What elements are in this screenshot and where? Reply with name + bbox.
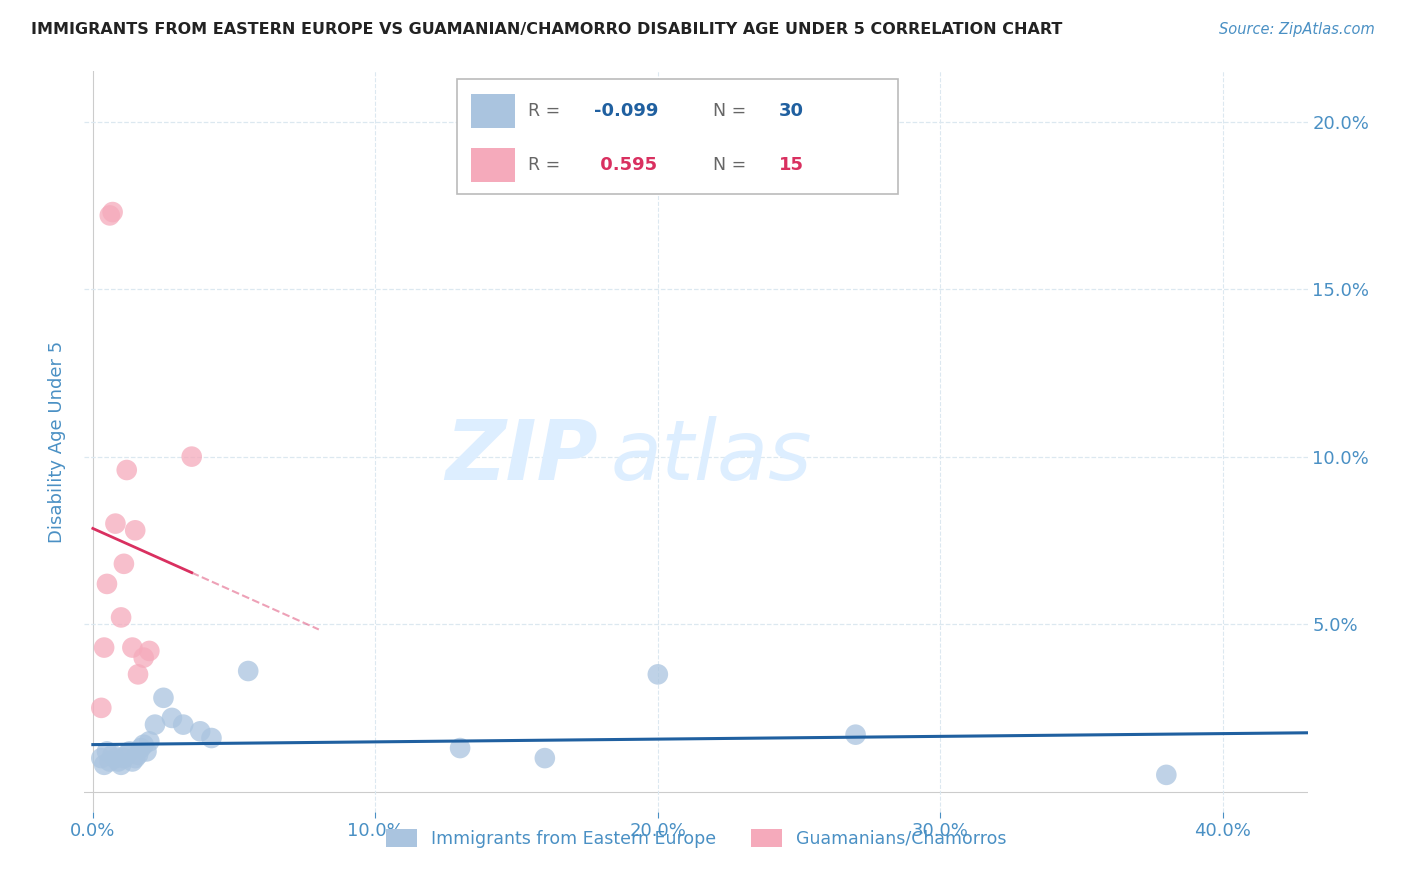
Point [93, 640, 115, 655]
Point [135, 744, 157, 758]
Point [112, 557, 135, 571]
Point [124, 751, 146, 765]
Point [104, 516, 127, 531]
Point [138, 734, 160, 748]
Point [188, 724, 211, 739]
Point [132, 650, 155, 665]
Point [110, 757, 132, 772]
Point [180, 450, 202, 464]
Point [124, 524, 146, 538]
Text: atlas: atlas [610, 416, 813, 497]
Point [160, 711, 183, 725]
Point [98, 755, 121, 769]
Point [132, 738, 155, 752]
Point [93, 757, 115, 772]
Point [152, 690, 174, 705]
Text: Source: ZipAtlas.com: Source: ZipAtlas.com [1219, 22, 1375, 37]
Text: ZIP: ZIP [446, 416, 598, 497]
Point [101, 747, 124, 762]
Point [107, 755, 129, 769]
Point [112, 751, 135, 765]
Point [121, 640, 143, 655]
Point [138, 644, 160, 658]
Point [101, 205, 124, 219]
Point [115, 747, 138, 762]
Legend: Immigrants from Eastern Europe, Guamanians/Chamorros: Immigrants from Eastern Europe, Guamania… [378, 822, 1014, 855]
Point [110, 610, 132, 624]
Point [118, 744, 141, 758]
Point [127, 747, 149, 762]
Point [129, 741, 152, 756]
Point [845, 728, 868, 742]
Text: IMMIGRANTS FROM EASTERN EUROPE VS GUAMANIAN/CHAMORRO DISABILITY AGE UNDER 5 CORR: IMMIGRANTS FROM EASTERN EUROPE VS GUAMAN… [31, 22, 1063, 37]
Point [200, 731, 222, 745]
Point [449, 741, 471, 756]
Point [172, 717, 194, 731]
Point [96, 744, 118, 758]
Point [96, 577, 118, 591]
Point [127, 667, 149, 681]
Y-axis label: Disability Age Under 5: Disability Age Under 5 [48, 341, 66, 542]
Point [115, 463, 138, 477]
Point [121, 755, 143, 769]
Point [238, 664, 260, 678]
Point [104, 751, 127, 765]
Point [647, 667, 669, 681]
Point [1156, 768, 1178, 782]
Point [90, 751, 112, 765]
Point [98, 208, 121, 222]
Point [90, 701, 112, 715]
Point [534, 751, 557, 765]
Point [143, 717, 166, 731]
